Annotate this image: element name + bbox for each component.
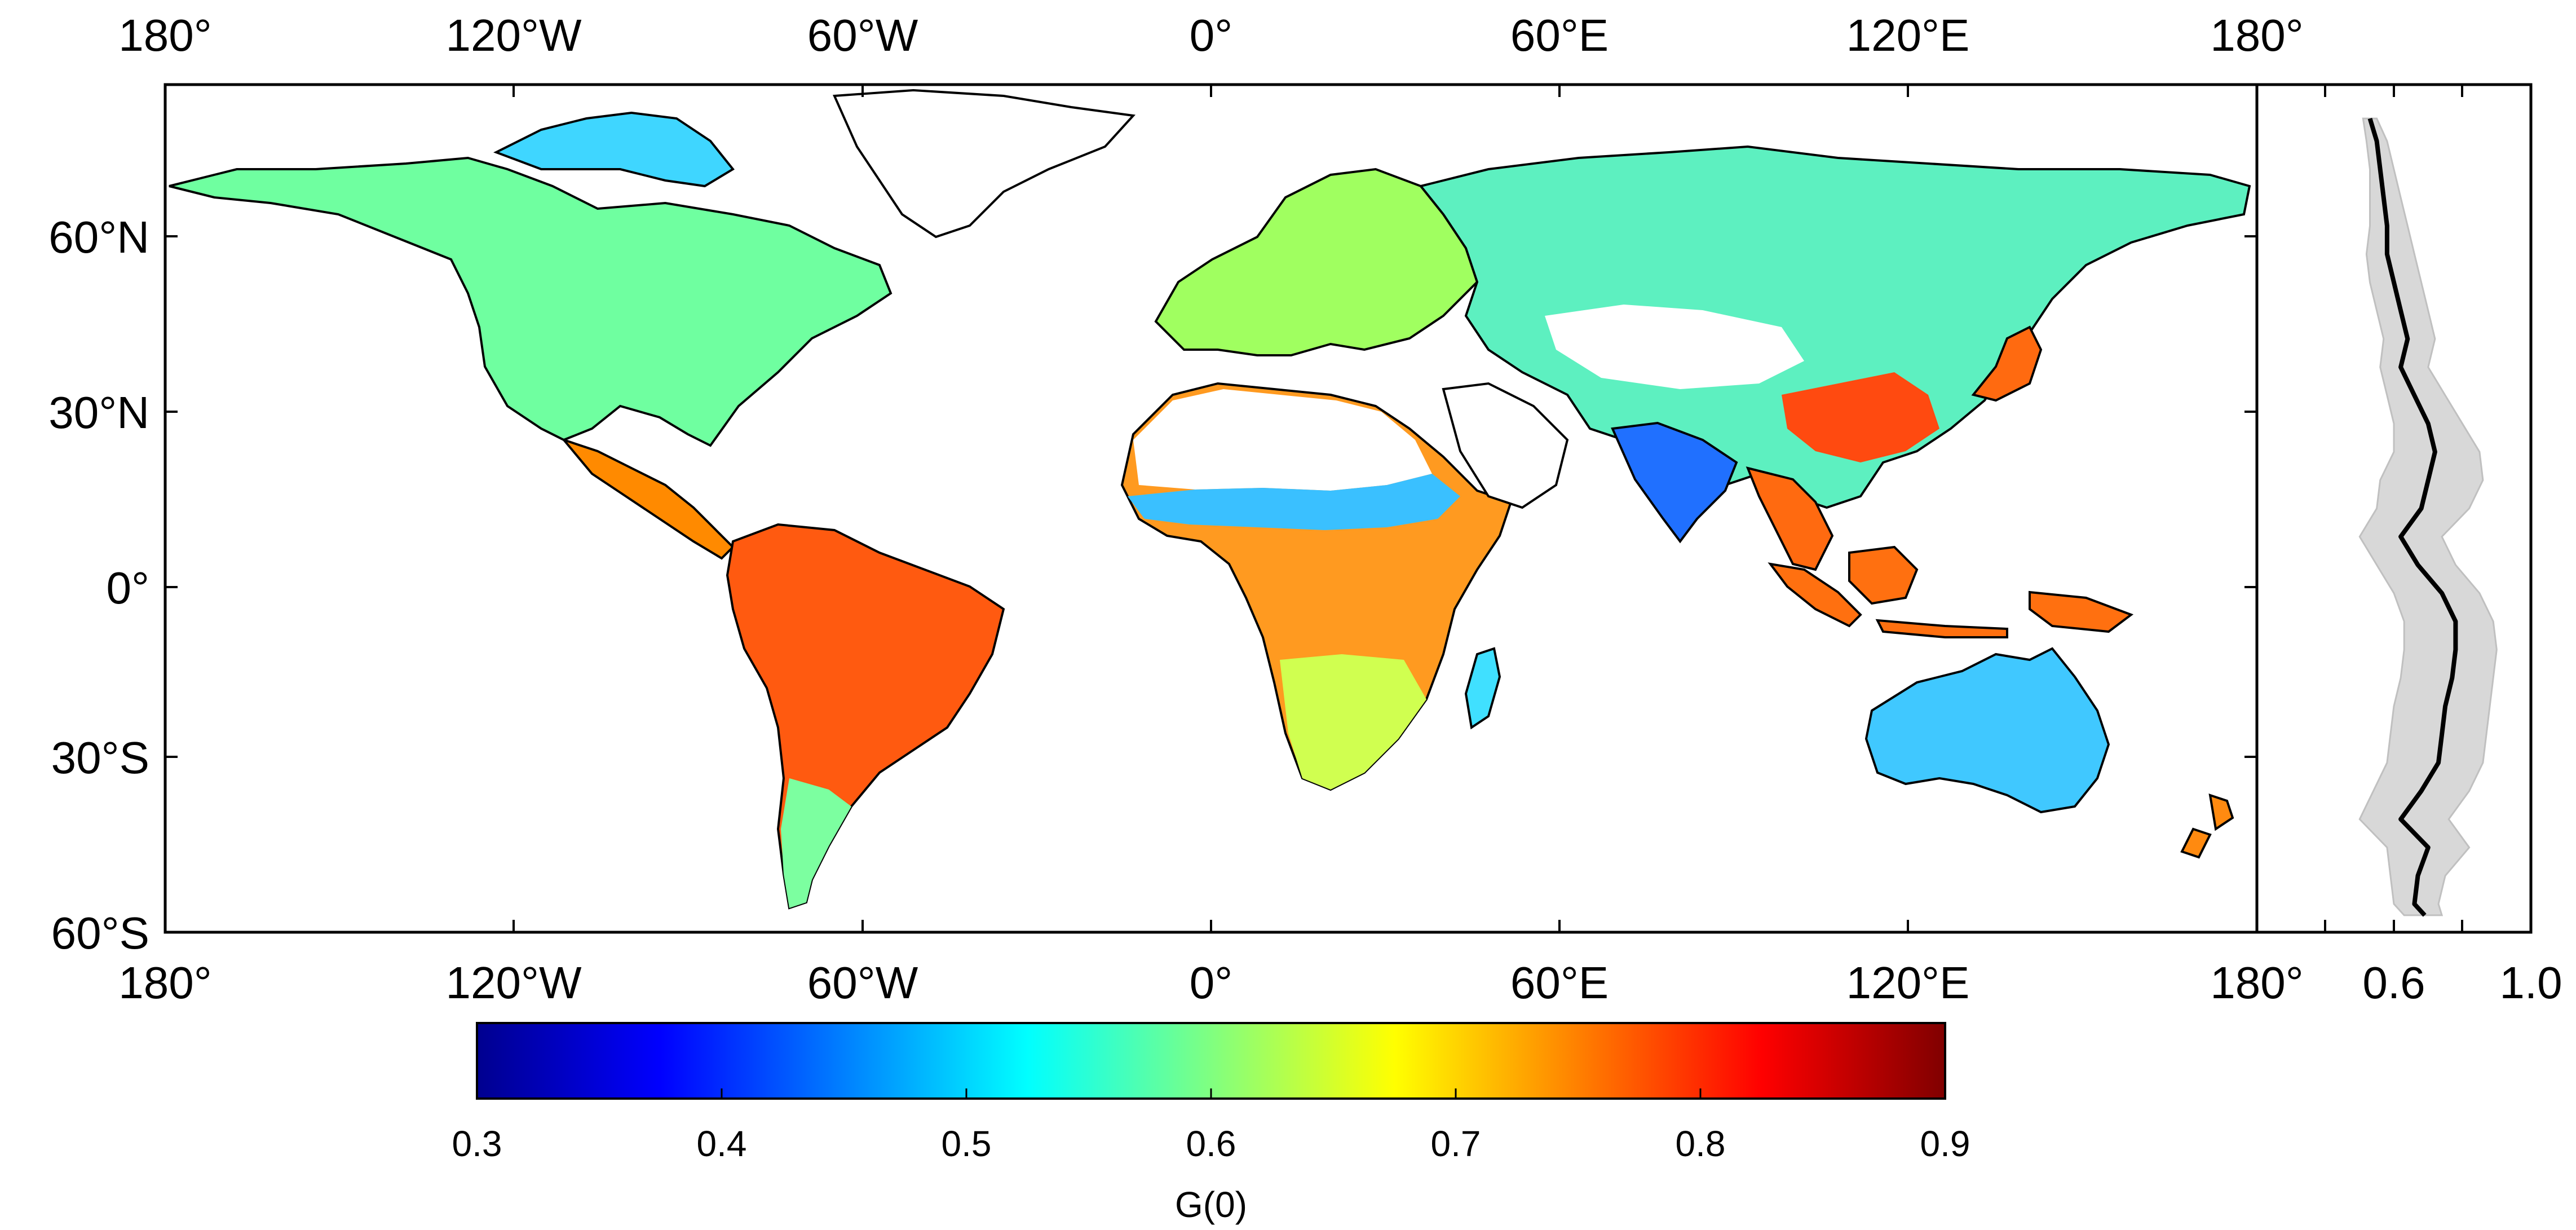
region-central-america — [560, 437, 735, 560]
colorbar-label: 0.9 — [1920, 1123, 1970, 1164]
lon-top-label: 0° — [1190, 10, 1232, 60]
map-ticks — [165, 85, 2257, 932]
region-arabia — [1442, 382, 1569, 509]
lon-top-label: 180° — [118, 10, 211, 60]
colorbar-ticks — [721, 1088, 1702, 1099]
region-arctic-islands — [493, 111, 735, 188]
lat-label: 60°S — [51, 908, 149, 958]
region-south-america — [726, 523, 1005, 910]
lat-labels: 60°N 30°N 0° 30°S 60°S — [48, 212, 149, 958]
profile-mean-line — [2367, 117, 2458, 917]
colorbar-label: 0.7 — [1431, 1123, 1481, 1164]
region-madagascar — [1464, 647, 1501, 730]
colorbar-labels: 0.3 0.4 0.5 0.6 0.7 0.8 0.9 — [452, 1123, 1970, 1164]
region-southern-africa — [1280, 654, 1426, 790]
lat-label: 60°N — [48, 212, 149, 262]
lon-bottom-label: 120°W — [446, 958, 582, 1008]
region-southeast-asia — [1746, 466, 1834, 571]
lon-top-labels: 180° 120°W 60°W 0° 60°E 120°E 180° — [118, 10, 2303, 60]
region-india — [1611, 421, 1738, 544]
lat-label: 0° — [107, 563, 149, 613]
colorbar: 0.3 0.4 0.5 0.6 0.7 0.8 0.9 G(0) — [452, 1022, 1970, 1225]
lon-top-label: 120°W — [446, 10, 582, 60]
colorbar-label: 0.3 — [452, 1123, 502, 1164]
profile-panel: 0.6 1.0 — [2255, 83, 2562, 1008]
lon-top-label: 120°E — [1846, 10, 1970, 60]
profile-x-label: 0.6 — [2362, 958, 2425, 1008]
lon-top-label: 60°E — [1510, 10, 1609, 60]
region-patagonia — [781, 778, 851, 908]
lon-bottom-label: 60°W — [807, 958, 918, 1008]
lon-bottom-labels: 180° 120°W 60°W 0° 60°E 120°E 180° — [118, 958, 2303, 1008]
profile-x-label: 1.0 — [2499, 958, 2562, 1008]
profile-ticks — [2324, 85, 2463, 932]
colorbar-title: G(0) — [1175, 1184, 1247, 1225]
region-greenland — [833, 89, 1136, 239]
region-new-zealand — [2180, 793, 2234, 859]
region-australia — [1864, 647, 2110, 814]
profile-marks — [2358, 117, 2498, 917]
map-panel — [169, 89, 2251, 910]
colorbar-label: 0.4 — [697, 1123, 747, 1164]
region-tibet — [1545, 305, 1804, 389]
lon-top-label: 180° — [2210, 10, 2303, 60]
lon-top-label: 60°W — [807, 10, 918, 60]
lon-bottom-label: 0° — [1190, 958, 1232, 1008]
lat-label: 30°S — [51, 733, 149, 783]
lon-bottom-label: 180° — [118, 958, 211, 1008]
profile-x-labels: 0.6 1.0 — [2362, 958, 2562, 1008]
colorbar-label: 0.5 — [942, 1123, 992, 1164]
region-sahel — [1128, 474, 1460, 530]
region-north-america — [169, 156, 892, 447]
region-east-china — [1782, 372, 1939, 462]
lon-bottom-label: 120°E — [1846, 958, 1970, 1008]
colorbar-gradient — [476, 1022, 1946, 1100]
lon-bottom-label: 180° — [2210, 958, 2303, 1008]
region-japan — [1971, 325, 2043, 402]
lon-bottom-label: 60°E — [1510, 958, 1609, 1008]
profile-uncertainty-band — [2358, 117, 2498, 916]
colorbar-label: 0.6 — [1186, 1123, 1236, 1164]
colorbar-label: 0.8 — [1676, 1123, 1726, 1164]
region-sahara — [1133, 389, 1432, 491]
region-indonesia — [1768, 545, 2134, 638]
lat-label: 30°N — [48, 387, 149, 438]
